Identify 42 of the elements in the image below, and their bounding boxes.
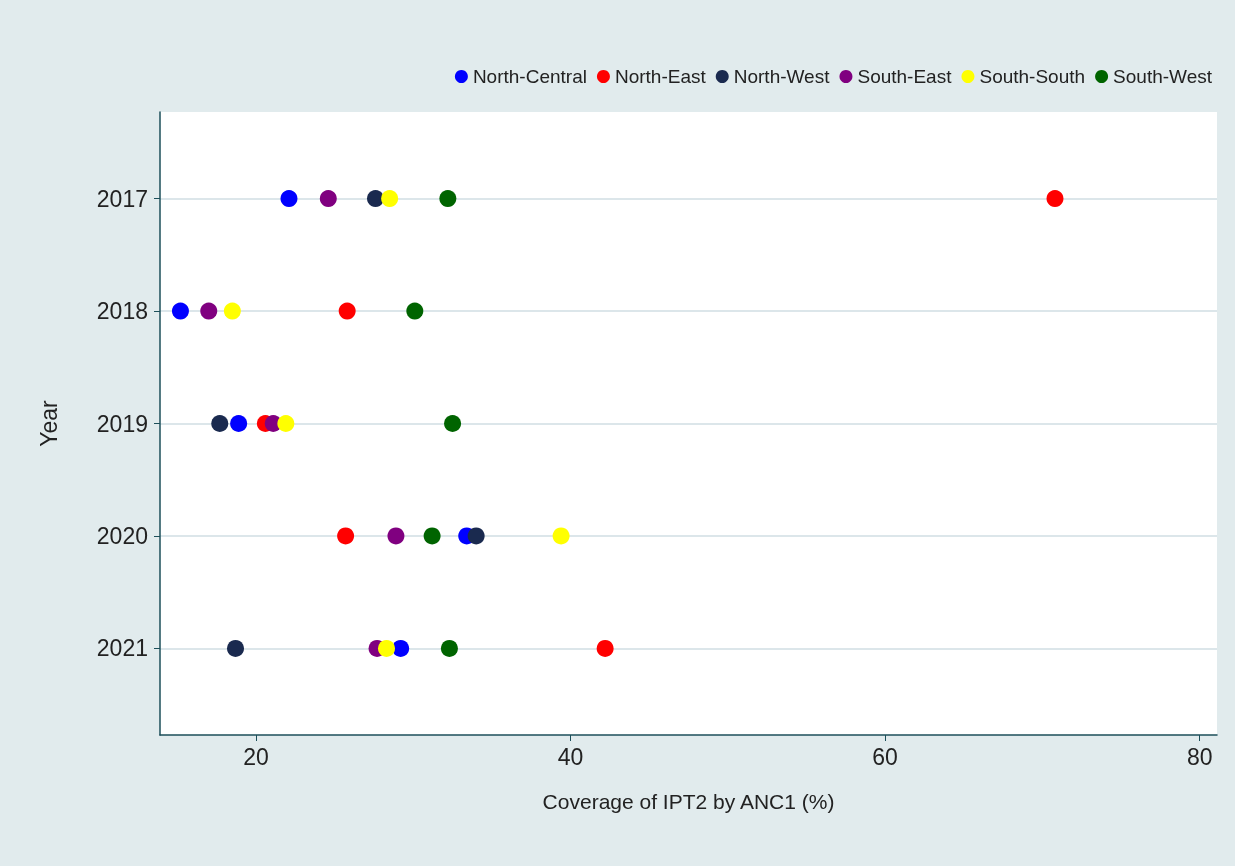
legend-label: North-East — [614, 66, 707, 87]
y-tick-label: 2017 — [96, 185, 148, 212]
point — [1046, 190, 1064, 208]
point — [439, 190, 457, 208]
point — [223, 302, 241, 320]
point — [440, 639, 458, 657]
legend-label: South-East — [857, 66, 953, 87]
point — [423, 527, 441, 545]
x-tick-label: 60 — [872, 743, 898, 770]
point — [211, 415, 229, 432]
point — [378, 639, 395, 657]
x-tick-label: 80 — [1186, 743, 1213, 770]
x-axis-title: Coverage of IPT2 by ANC1 (%) — [542, 790, 835, 813]
x-tick-label: 40 — [557, 743, 584, 770]
point — [552, 527, 570, 545]
point — [367, 190, 384, 208]
point — [406, 302, 424, 320]
y-axis-title: Year — [35, 399, 62, 447]
legend-label: North-West — [733, 66, 831, 87]
point — [387, 527, 405, 545]
point — [319, 190, 337, 208]
x-tick-label: 20 — [243, 743, 269, 770]
legend-label: South-West — [1113, 66, 1213, 87]
y-tick-label: 2020 — [96, 522, 148, 549]
point — [227, 639, 244, 657]
y-tick-label: 2021 — [96, 635, 148, 662]
point — [230, 415, 248, 432]
point — [444, 415, 462, 432]
y-tick-label: 2018 — [96, 298, 148, 325]
y-tick-label: 2019 — [96, 410, 148, 437]
point — [171, 302, 189, 320]
point — [277, 415, 295, 432]
legend-label: North-Central — [472, 66, 587, 87]
point — [392, 639, 410, 657]
point — [338, 302, 356, 320]
point — [596, 639, 614, 657]
legend-label: South-South — [979, 66, 1086, 87]
point — [200, 302, 218, 320]
point — [280, 190, 298, 208]
point — [337, 527, 355, 545]
point — [467, 527, 485, 545]
point — [381, 190, 399, 208]
